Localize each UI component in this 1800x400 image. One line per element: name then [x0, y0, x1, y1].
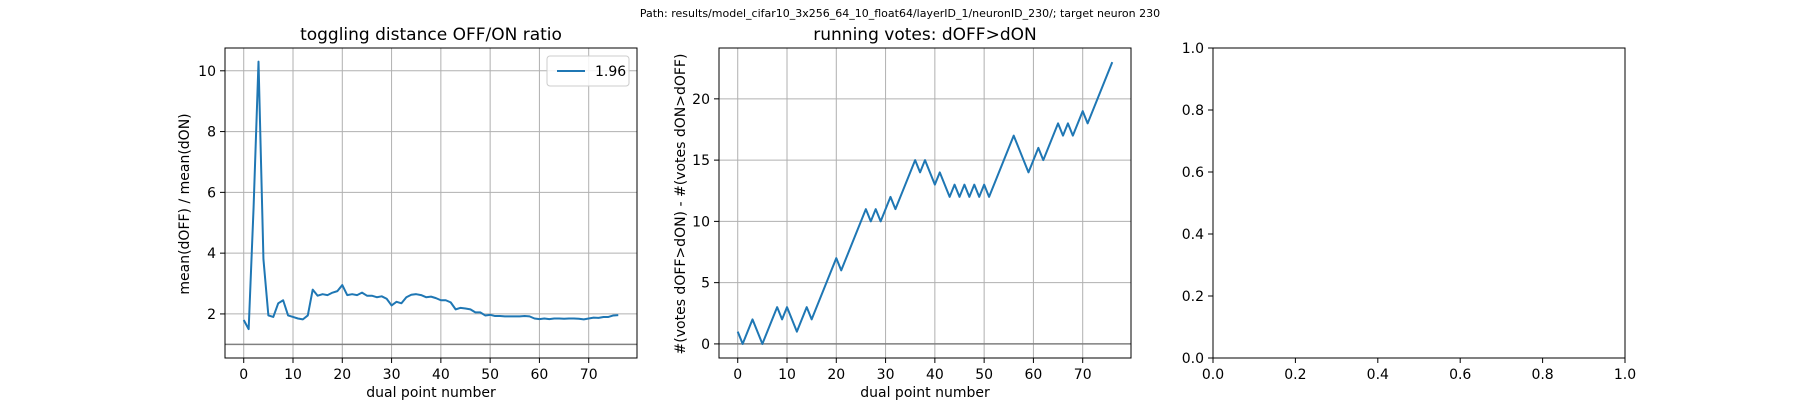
- empty-ytick-label: 0.0: [1182, 351, 1204, 367]
- votes-ytick-label: 15: [692, 153, 710, 169]
- ratio-xtick-label: 50: [481, 367, 499, 383]
- votes-ytick-label: 5: [701, 276, 710, 292]
- ratio-xtick-label: 30: [383, 367, 401, 383]
- votes-xtick-label: 0: [733, 367, 742, 383]
- votes-xtick-label: 50: [975, 367, 993, 383]
- ratio-ytick-label: 2: [207, 307, 216, 323]
- subplot-votes-xlabel: dual point number: [860, 385, 990, 400]
- empty-xtick-label: 0.6: [1449, 367, 1471, 383]
- ratio-xtick-label: 40: [432, 367, 450, 383]
- subplot-ratio-title: toggling distance OFF/ON ratio: [300, 25, 562, 45]
- ratio-axes-frame: [224, 47, 638, 359]
- votes-xtick-label: 20: [827, 367, 845, 383]
- empty-ytick-label: 0.8: [1182, 103, 1204, 119]
- votes-xtick-label: 70: [1074, 367, 1092, 383]
- empty-xtick-label: 0.8: [1531, 367, 1553, 383]
- ratio-ytick-label: 4: [207, 246, 216, 262]
- votes-series-line: [736, 61, 1114, 345]
- subplot-votes-ylabel: #(votes dOFF>dON) - #(votes dON>dOFF): [673, 54, 689, 355]
- ratio-legend-label: 1.96: [595, 64, 626, 80]
- subplot-votes-title: running votes: dOFF>dON: [813, 25, 1036, 45]
- ratio-xtick-label: 20: [333, 367, 351, 383]
- votes-axes-frame: [718, 47, 1132, 359]
- subplot-votes: running votes: dOFF>dON dual point numbe…: [673, 25, 1132, 400]
- empty-xtick-label: 0.2: [1284, 367, 1306, 383]
- empty-axes-frame: [1212, 47, 1626, 359]
- votes-xtick-label: 60: [1025, 367, 1043, 383]
- empty-ytick-label: 0.2: [1182, 289, 1204, 305]
- figure-suptitle: Path: results/model_cifar10_3x256_64_10_…: [640, 7, 1160, 20]
- votes-ytick-label: 10: [692, 214, 710, 230]
- ratio-series-line: [242, 60, 619, 331]
- votes-ytick-label: 20: [692, 92, 710, 108]
- ratio-xtick-label: 70: [580, 367, 598, 383]
- empty-xtick-label: 0.4: [1367, 367, 1389, 383]
- subplot-ratio-ylabel: mean(dOFF) / mean(dON): [177, 113, 193, 294]
- ratio-legend-box: [546, 55, 630, 87]
- empty-ytick-label: 1.0: [1182, 41, 1204, 57]
- ratio-xtick-label: 60: [531, 367, 549, 383]
- empty-xtick-label: 1.0: [1614, 367, 1636, 383]
- subplot-ratio-xlabel: dual point number: [366, 385, 496, 400]
- ratio-ytick-label: 6: [207, 185, 216, 201]
- subplot-empty: 0.0 0.2 0.4 0.6 0.8 1.0 0.0 0.2 0.4 0.6 0.8 1.0: [1182, 41, 1636, 383]
- empty-ytick-label: 0.6: [1182, 165, 1204, 181]
- empty-xtick-label: 0.0: [1202, 367, 1224, 383]
- ratio-ytick-label: 8: [207, 125, 216, 141]
- subplot-ratio: toggling distance OFF/ON ratio dual poin…: [177, 25, 638, 400]
- ratio-xtick-label: 10: [284, 367, 302, 383]
- votes-ytick-label: 0: [701, 337, 710, 353]
- votes-xtick-label: 30: [877, 367, 895, 383]
- ratio-legend: 1.96: [546, 55, 630, 87]
- ratio-xtick-label: 0: [239, 367, 248, 383]
- votes-xtick-label: 40: [926, 367, 944, 383]
- ratio-ytick-label: 10: [198, 64, 216, 80]
- empty-ytick-label: 0.4: [1182, 227, 1204, 243]
- votes-xtick-label: 10: [778, 367, 796, 383]
